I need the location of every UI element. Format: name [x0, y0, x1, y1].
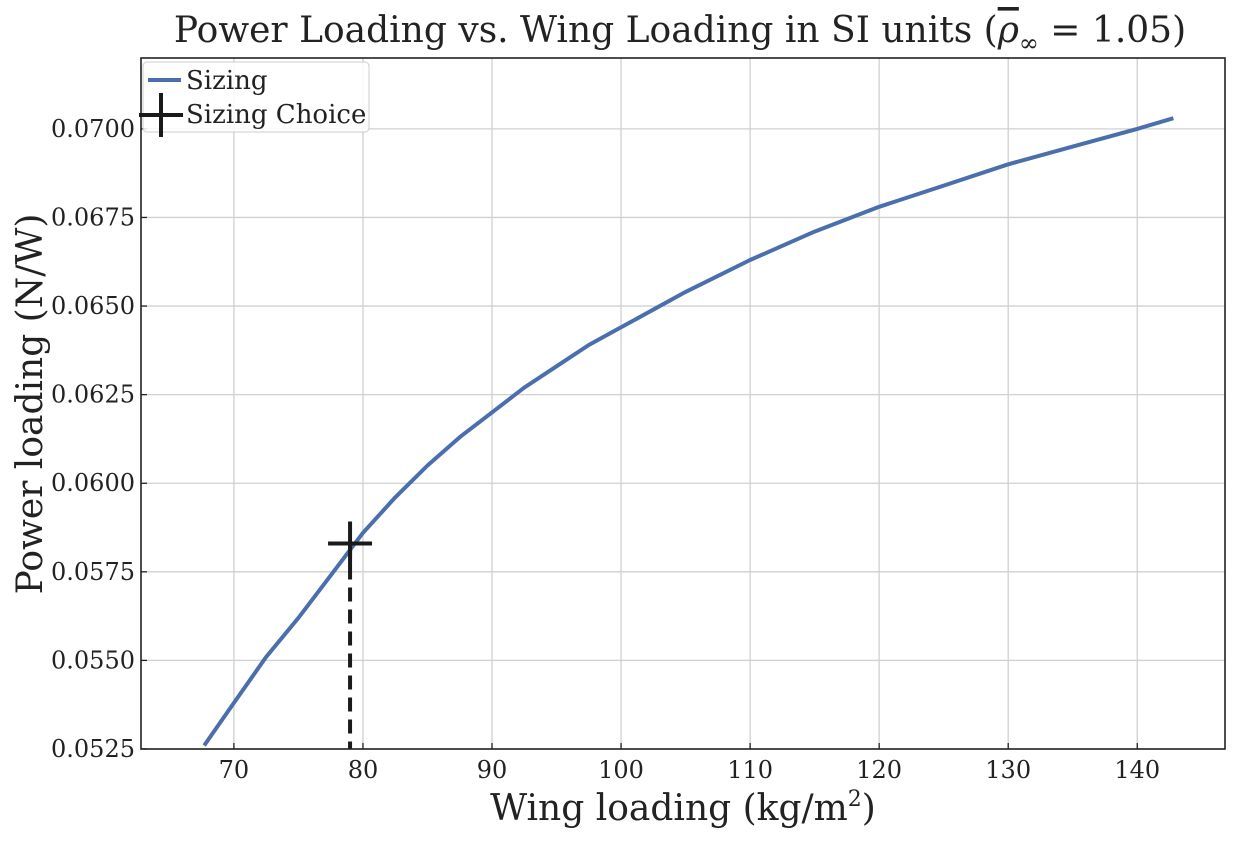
- sizing-curve: [202, 116, 1174, 747]
- plot-frame: [140, 57, 1226, 750]
- x-tick-label: 70: [219, 756, 250, 784]
- x-axis-label: Wing loading (kg/m2): [490, 787, 876, 829]
- legend-box: [142, 61, 370, 133]
- x-tick-label: 120: [856, 756, 902, 784]
- x-tick-label: 140: [1114, 756, 1160, 784]
- x-tick-label: 110: [727, 756, 773, 784]
- x-tick-label: 100: [598, 756, 644, 784]
- y-tick-label: 0.0675: [51, 203, 135, 231]
- x-tick-label: 80: [348, 756, 379, 784]
- y-tick-label: 0.0700: [51, 115, 135, 143]
- data-layer: [202, 116, 1174, 749]
- legend: Sizing Sizing Choice: [139, 61, 370, 137]
- y-tick-label: 0.0525: [51, 735, 135, 763]
- y-tick-label: 0.0625: [51, 381, 135, 409]
- x-tick-label: 130: [985, 756, 1031, 784]
- legend-choice-label: Sizing Choice: [186, 100, 366, 130]
- chart-title: Power Loading vs. Wing Loading in SI uni…: [174, 10, 1186, 57]
- tick-labels: 70 80 90 100 110 120 130 140 0.0525 0.0550 0.0575 0…: [51, 115, 1160, 784]
- y-tick-label: 0.0550: [51, 646, 135, 674]
- y-tick-label: 0.0575: [51, 558, 135, 586]
- grid-lines: [141, 58, 1225, 750]
- y-tick-label: 0.0650: [51, 292, 135, 320]
- x-tick-label: 90: [477, 756, 508, 784]
- y-tick-label: 0.0600: [51, 469, 135, 497]
- y-axis-label: Power loading (N/W): [10, 214, 51, 595]
- legend-sizing-label: Sizing: [186, 66, 268, 96]
